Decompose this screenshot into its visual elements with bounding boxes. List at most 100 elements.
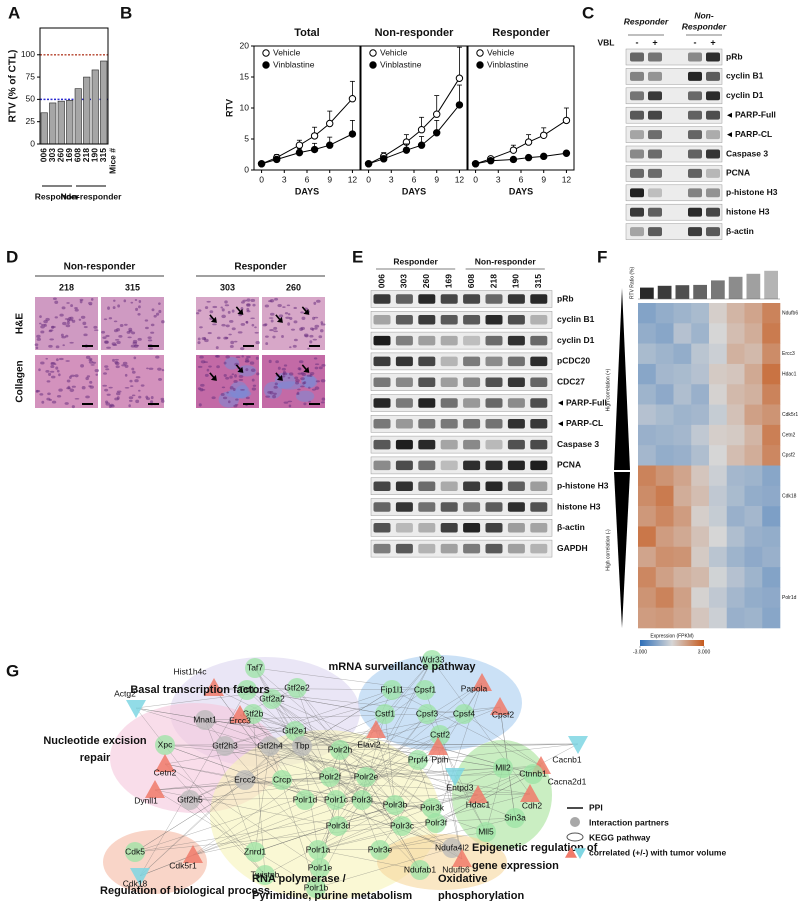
nucleus xyxy=(113,320,118,323)
nucleus xyxy=(86,375,91,378)
row-label: H&E xyxy=(15,313,26,334)
heatmap-cell xyxy=(726,546,745,568)
blot-band xyxy=(648,110,662,120)
nucleus xyxy=(281,367,286,371)
ppi-edge xyxy=(271,698,341,751)
blot-band xyxy=(706,227,720,237)
legend-label: Vehicle xyxy=(380,47,408,57)
nucleus xyxy=(229,344,234,349)
blot-band xyxy=(418,523,436,533)
partner-node xyxy=(320,767,340,787)
x-axis-label: DAYS xyxy=(509,186,533,196)
data-point xyxy=(348,130,357,138)
blot-band xyxy=(440,377,458,387)
blot-band xyxy=(507,419,525,429)
lane-label: + xyxy=(710,37,715,47)
nucleus xyxy=(161,369,165,372)
nucleus xyxy=(34,343,39,347)
nucleus xyxy=(223,361,227,365)
nucleus xyxy=(103,318,108,321)
legend-pathway xyxy=(566,832,584,842)
nucleus xyxy=(148,367,154,370)
positive-node xyxy=(472,673,492,691)
heatmap-cell xyxy=(744,587,763,608)
blot-band xyxy=(688,110,702,120)
nucleus xyxy=(133,344,139,348)
heatmap-cell xyxy=(744,384,763,405)
row-label: Cpsf2 xyxy=(782,453,795,459)
heatmap-cell xyxy=(655,404,674,426)
band-arrow xyxy=(558,421,563,427)
lane-label: - xyxy=(694,37,697,47)
node-label: Polr3f xyxy=(425,817,448,827)
y-axis-label: RTV xyxy=(224,99,234,117)
pathway-label: gene expression xyxy=(472,860,559,872)
nucleus xyxy=(38,368,41,372)
data-point xyxy=(433,129,441,137)
blot-band xyxy=(373,294,391,304)
nucleus xyxy=(138,300,142,304)
partner-node xyxy=(415,680,435,700)
blot-band xyxy=(507,294,525,304)
nucleus xyxy=(49,329,54,332)
treatment-label: VBL xyxy=(598,37,615,47)
data-point xyxy=(540,131,548,139)
node-label: Taf7 xyxy=(247,662,263,672)
colorbar xyxy=(640,640,704,646)
scale-bar xyxy=(82,345,93,347)
data-point xyxy=(417,126,426,134)
positive-node xyxy=(155,754,175,772)
partner-node xyxy=(375,704,395,724)
band-arrow xyxy=(558,400,563,406)
nucleus xyxy=(318,335,323,339)
ppi-edge xyxy=(463,713,542,767)
heatmap-cell xyxy=(691,506,710,527)
nucleus xyxy=(70,304,74,308)
plot-title: Responder xyxy=(492,27,550,39)
blot-band xyxy=(463,502,481,512)
nucleus xyxy=(54,316,58,319)
nucleus xyxy=(145,326,149,330)
nucleus xyxy=(88,303,93,306)
plot-title: Non-responder xyxy=(375,27,455,39)
node-label: Polr1d xyxy=(293,794,318,804)
partner-node xyxy=(125,842,145,862)
blot-band xyxy=(630,227,644,237)
nucleus xyxy=(264,335,269,338)
ppi-edge xyxy=(264,804,396,876)
sample-label: 303 xyxy=(220,282,235,292)
blot-band xyxy=(630,110,644,120)
heatmap-cell xyxy=(655,587,674,608)
heatmap-cell xyxy=(655,384,674,405)
positive-node xyxy=(230,705,250,723)
blot-band xyxy=(485,335,503,346)
nucleus xyxy=(113,329,118,333)
nucleus xyxy=(273,326,278,330)
partner-node xyxy=(523,764,543,784)
ppi-edge xyxy=(269,745,317,889)
nucleus xyxy=(234,362,239,366)
blot-band xyxy=(463,523,481,533)
heatmap-cell xyxy=(638,607,657,629)
ppi-edge xyxy=(134,825,403,853)
nucleus xyxy=(268,359,272,364)
ppi-edge xyxy=(335,734,441,801)
heatmap-cell xyxy=(762,485,781,507)
negative-node xyxy=(126,700,146,718)
data-point xyxy=(257,160,266,168)
heatmap-cell xyxy=(744,506,763,527)
nucleus xyxy=(268,317,274,319)
node-label: Polr1e xyxy=(308,862,333,872)
nucleus xyxy=(39,393,44,396)
nucleus xyxy=(65,360,70,362)
collagen-patch xyxy=(295,390,315,402)
nucleus xyxy=(285,316,291,319)
nucleus xyxy=(145,395,149,399)
blot-band xyxy=(395,398,413,408)
blot-band xyxy=(418,502,436,512)
nucleus xyxy=(206,300,211,303)
ratio-bar xyxy=(746,273,761,299)
ppi-edge xyxy=(139,799,337,877)
nucleus xyxy=(74,374,79,378)
